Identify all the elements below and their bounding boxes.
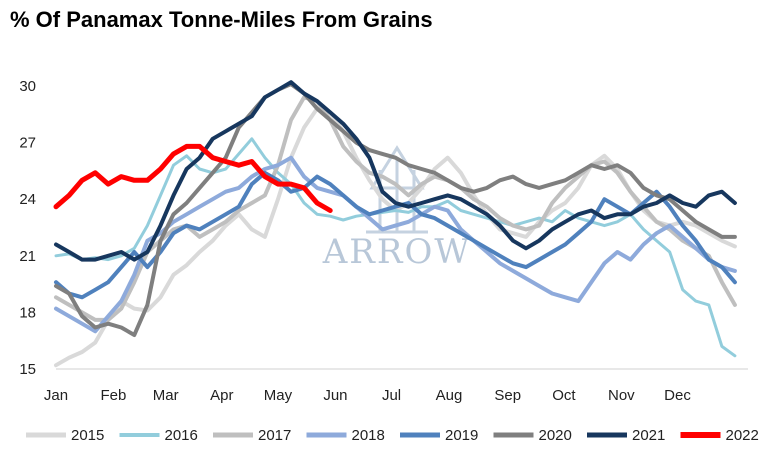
chart-title: % Of Panamax Tonne-Miles From Grains (10, 7, 433, 32)
x-tick-label: Feb (101, 387, 127, 404)
chart-axes: 15 18 21 24 27 30 Jan Feb Mar Apr May Jun Jul Aug Sep O… (19, 78, 748, 404)
x-tick-label: Apr (210, 387, 233, 404)
x-tick-label: Dec (664, 387, 691, 404)
legend-label-2018: 2018 (352, 427, 385, 444)
x-tick-label: Sep (494, 387, 521, 404)
series-line-2017 (54, 95, 737, 322)
series-line-2019 (54, 170, 737, 300)
y-tick-label: 18 (19, 304, 36, 321)
legend-label-2019: 2019 (445, 427, 478, 444)
series-line-2021 (54, 80, 737, 262)
series-line-2016 (54, 137, 737, 358)
y-tick-label: 15 (19, 361, 36, 378)
legend-label-2020: 2020 (539, 427, 572, 444)
legend-label-2015: 2015 (71, 427, 104, 444)
legend-label-2017: 2017 (258, 427, 291, 444)
y-tick-label: 30 (19, 78, 36, 95)
legend-label-2021: 2021 (632, 427, 665, 444)
x-tick-label: Aug (436, 387, 463, 404)
y-tick-label: 21 (19, 248, 36, 265)
x-tick-label: Jan (44, 387, 68, 404)
x-tick-label: May (264, 387, 293, 404)
series-line-2022 (53, 143, 333, 213)
x-tick-label: Nov (608, 387, 635, 404)
legend-label-2022: 2022 (726, 427, 759, 444)
watermark-text: ARROW (322, 232, 472, 272)
x-tick-label: Jul (382, 387, 401, 404)
series-lines (53, 80, 737, 368)
legend: 2015 2016 2017 2018 2019 2020 2021 2022 (26, 427, 759, 444)
x-tick-label: Oct (552, 387, 576, 404)
legend-label-2016: 2016 (165, 427, 198, 444)
y-tick-label: 27 (19, 135, 36, 152)
x-tick-label: Mar (153, 387, 179, 404)
arrow-watermark: ARROW (322, 145, 472, 272)
x-tick-label: Jun (323, 387, 347, 404)
y-tick-label: 24 (19, 191, 36, 208)
series-line-2020 (54, 82, 737, 337)
